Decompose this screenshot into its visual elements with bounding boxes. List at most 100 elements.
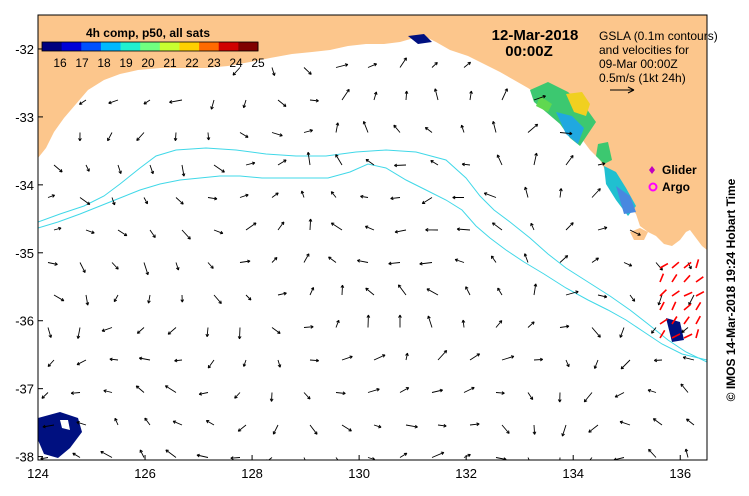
velocity-arrow <box>530 222 535 231</box>
velocity-arrow <box>524 186 529 198</box>
x-axis: 124 126 128 130 132 134 136 <box>27 455 691 481</box>
velocity-arrow <box>213 164 225 173</box>
velocity-arrow <box>591 188 601 198</box>
velocity-arrow <box>426 288 439 296</box>
velocity-arrow <box>597 294 608 299</box>
x-tick-label: 124 <box>27 466 49 481</box>
highlight-velocity-arrow <box>683 291 693 297</box>
colorbar-swatch <box>61 42 82 51</box>
velocity-arrow <box>501 355 515 361</box>
velocity-arrow <box>53 226 62 231</box>
velocity-arrow <box>300 190 305 198</box>
velocity-arrow <box>360 194 369 199</box>
velocity-arrow <box>653 358 663 363</box>
colorbar-tick-label: 25 <box>251 56 265 70</box>
velocity-arrow <box>469 90 473 101</box>
highlight-velocity-arrow <box>695 276 704 283</box>
velocity-arrow <box>205 327 210 338</box>
velocity-arrow <box>647 388 657 393</box>
velocity-arrow <box>373 424 382 429</box>
velocity-arrow <box>136 327 145 334</box>
velocity-arrow <box>277 221 285 231</box>
velocity-arrow <box>245 222 257 231</box>
velocity-arrow <box>533 152 538 166</box>
velocity-arrow <box>373 91 378 101</box>
velocity-arrow <box>85 229 95 234</box>
velocity-arrow <box>47 327 53 338</box>
velocity-arrow <box>108 99 119 105</box>
velocity-arrow <box>306 151 311 166</box>
velocity-arrow <box>465 286 471 296</box>
velocity-arrow <box>565 154 574 166</box>
velocity-arrow <box>277 291 287 296</box>
velocity-arrow <box>239 132 249 138</box>
colorbar-swatch <box>81 42 102 51</box>
highlight-velocity-arrow <box>659 301 665 311</box>
velocity-arrow <box>206 132 211 141</box>
highlight-velocity-arrow <box>659 329 666 339</box>
velocity-arrow <box>425 228 439 232</box>
imos-credit: © IMOS 14-Mar-2018 19:24 Hobart Time <box>724 178 738 401</box>
velocity-arrow <box>239 259 251 264</box>
velocity-arrow <box>565 222 574 231</box>
velocity-arrow <box>234 392 241 399</box>
velocity-arrow <box>79 99 87 105</box>
colorbar-swatch <box>199 42 220 51</box>
velocity-arrow <box>341 88 350 101</box>
velocity-arrow <box>53 294 65 302</box>
velocity-arrow <box>271 192 279 198</box>
velocity-arrow <box>623 262 633 267</box>
argo-legend: Argo <box>648 180 690 194</box>
velocity-arrow <box>341 355 353 361</box>
y-tick-label: -38 <box>15 450 34 465</box>
velocity-arrow <box>501 88 508 101</box>
glider-icon <box>649 166 655 174</box>
velocity-arrow <box>237 327 242 340</box>
velocity-arrow <box>242 99 247 109</box>
velocity-arrow <box>271 67 276 76</box>
highlight-velocity-arrow <box>683 274 691 283</box>
velocity-arrow <box>335 457 339 460</box>
velocity-arrow <box>399 452 408 458</box>
velocity-arrow <box>303 253 310 263</box>
velocity-arrow <box>614 392 625 398</box>
velocity-arrow <box>424 126 433 133</box>
velocity-arrow <box>491 120 497 133</box>
velocity-arrow <box>207 359 215 369</box>
velocity-arrow <box>619 420 631 426</box>
velocity-arrow <box>497 287 503 296</box>
velocity-arrow <box>527 123 539 133</box>
velocity-arrow <box>523 253 529 263</box>
highlight-velocity-arrow <box>671 316 678 325</box>
velocity-arrow <box>175 197 184 205</box>
velocity-arrow <box>309 358 320 363</box>
velocity-arrow <box>175 262 180 271</box>
velocity-arrow <box>398 314 402 328</box>
velocity-arrow <box>328 256 337 263</box>
velocity-arrow <box>181 229 191 240</box>
map-date: 12-Mar-2018 <box>492 27 579 44</box>
velocity-arrow <box>143 197 148 205</box>
velocity-arrow <box>367 63 378 68</box>
velocity-arrow <box>117 164 122 175</box>
argo-label: Argo <box>662 180 690 194</box>
velocity-arrow <box>559 457 561 460</box>
velocity-arrow <box>527 392 534 400</box>
velocity-arrow <box>533 283 538 296</box>
velocity-arrow <box>533 357 544 362</box>
velocity-arrow <box>565 359 570 368</box>
argo-icon <box>648 182 658 192</box>
velocity-arrow <box>430 160 439 166</box>
velocity-arrow <box>527 321 535 328</box>
highlight-velocity-arrow <box>683 333 693 339</box>
highlight-velocity-arrow <box>683 303 692 311</box>
velocity-arrow <box>463 61 472 68</box>
velocity-arrow <box>138 356 151 361</box>
velocity-arrow <box>198 392 209 396</box>
velocity-arrow <box>427 315 433 328</box>
velocity-arrow <box>559 255 569 263</box>
velocity-arrow <box>111 262 119 270</box>
velocity-arrow <box>404 90 409 101</box>
x-tick-label: 134 <box>562 466 584 481</box>
velocity-arrow <box>135 385 145 393</box>
